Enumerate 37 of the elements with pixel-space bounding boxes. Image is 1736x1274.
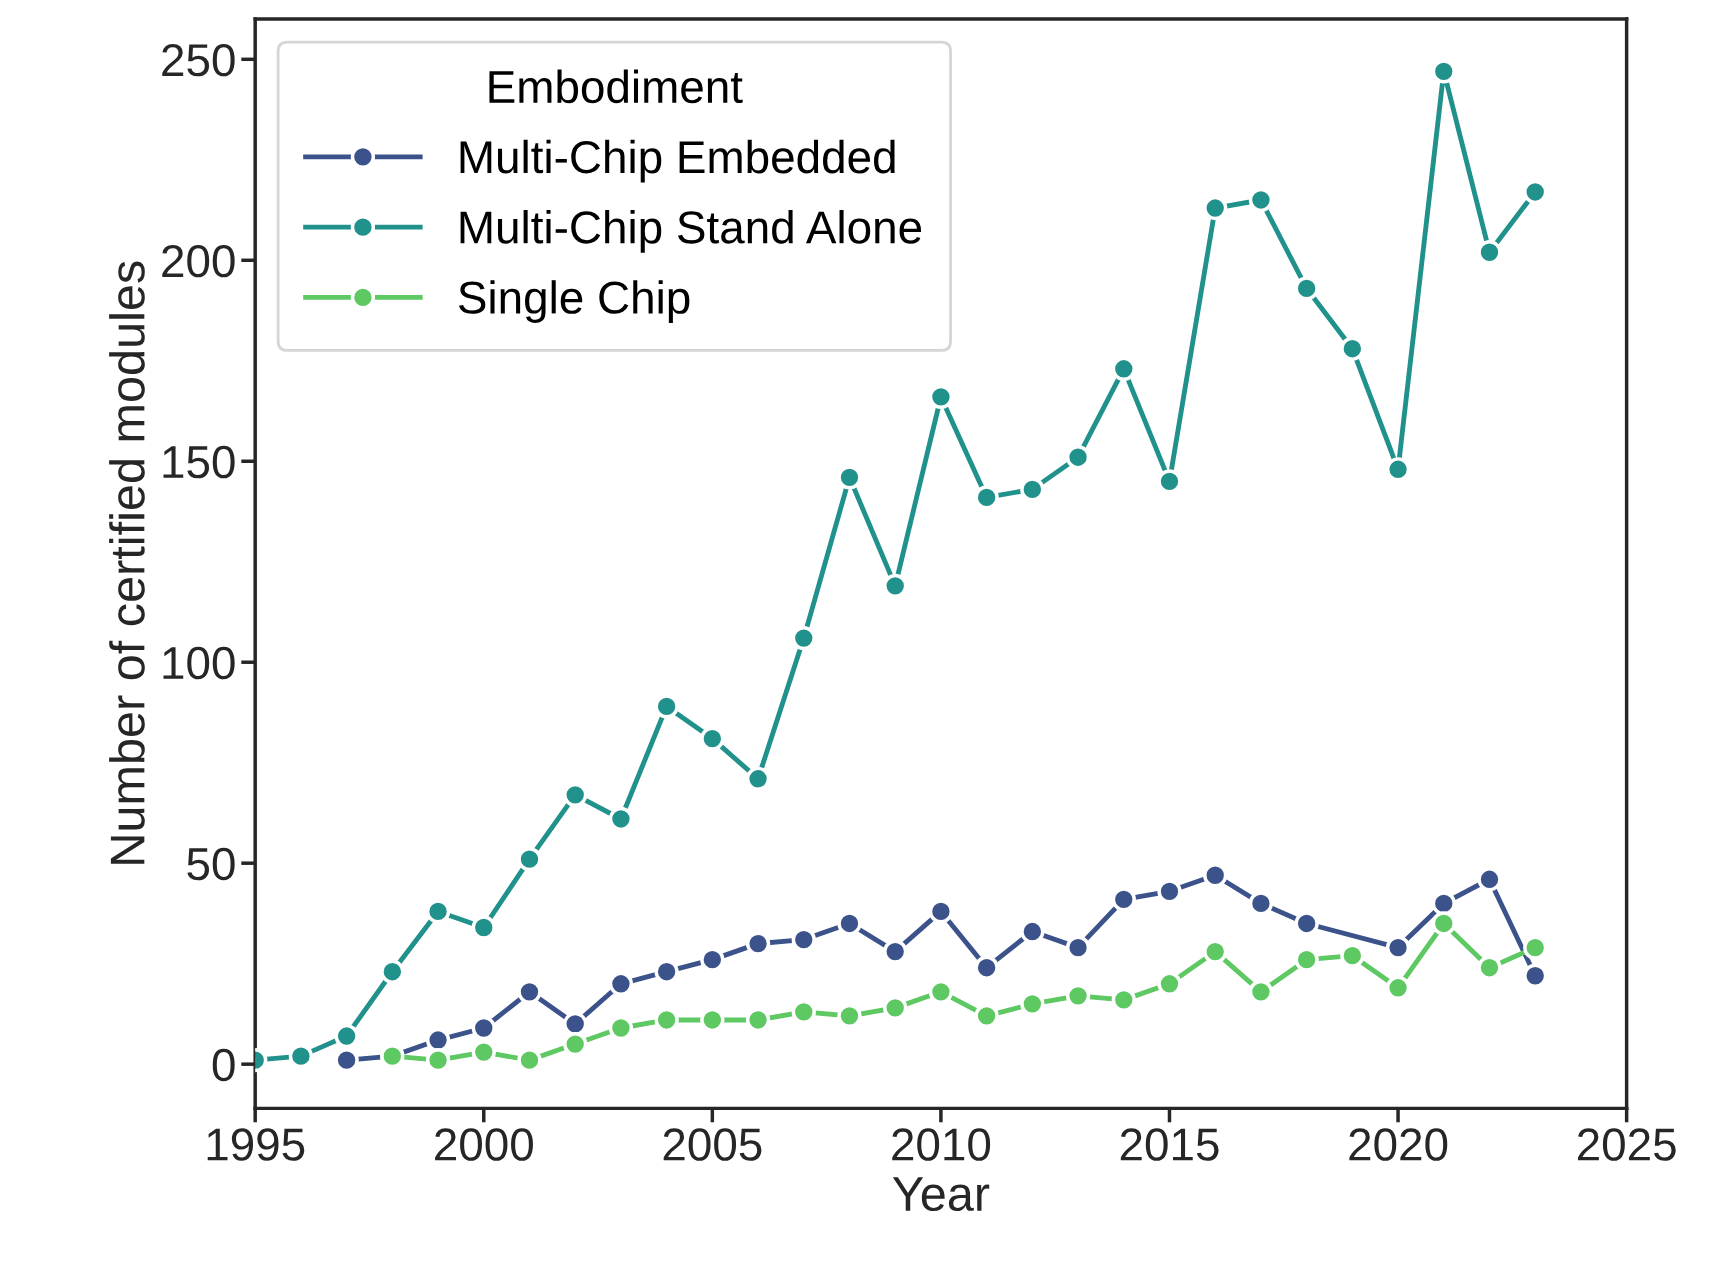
y-axis-title: Number of certified modules [109, 261, 145, 864]
y-tick-label: 200 [162, 244, 235, 278]
legend-label: Multi-Chip Embedded [460, 139, 895, 183]
x-tick-label: 2025 [1577, 1128, 1676, 1161]
point [1431, 891, 1456, 916]
legend-title: Embodiment [489, 69, 743, 104]
point [1248, 979, 1274, 1004]
x-tick-label: 2005 [663, 1128, 762, 1161]
y-tick-label: 100 [163, 646, 235, 680]
x-tick-label: 2000 [435, 1128, 533, 1161]
legend-label: Multi-Chip Stand Alone [460, 209, 922, 253]
point [1385, 935, 1411, 960]
x-tick-label: 2015 [1120, 1128, 1219, 1161]
x-axis-title: Year [892, 1177, 990, 1212]
point [380, 959, 405, 984]
point [1111, 887, 1136, 912]
y-tick-label: 150 [163, 445, 235, 479]
point [471, 915, 496, 940]
point [517, 847, 542, 872]
point [1020, 919, 1045, 944]
point [700, 726, 725, 751]
point [1294, 911, 1319, 936]
point [974, 955, 999, 980]
point [1477, 867, 1502, 892]
legend-label: Single Chip [458, 280, 690, 323]
point [1477, 955, 1502, 980]
x-tick-label: 2020 [1349, 1128, 1448, 1161]
point [1431, 911, 1456, 936]
point [837, 465, 862, 490]
point [837, 911, 862, 936]
x-tick-label: 2010 [892, 1128, 991, 1161]
y-tick-label: 250 [162, 43, 235, 77]
point [1065, 935, 1091, 960]
x-tick-label: 1995 [207, 1128, 305, 1161]
y-tick-label: 0 [212, 1048, 235, 1082]
point [883, 939, 908, 964]
y-tick-label: 50 [187, 847, 235, 881]
